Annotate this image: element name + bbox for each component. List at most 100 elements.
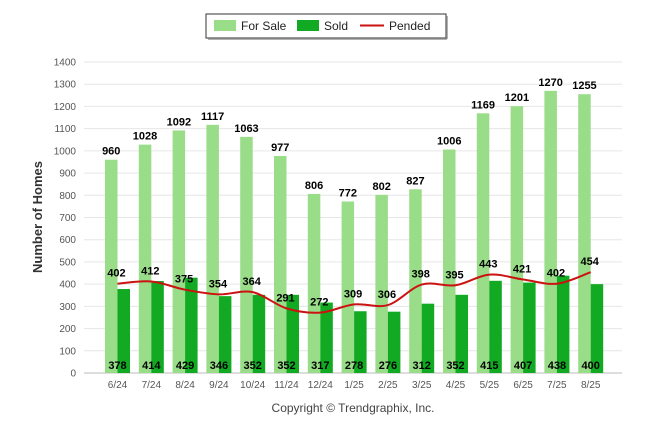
bar-for-sale <box>341 201 355 373</box>
label-pended: 395 <box>445 269 463 281</box>
label-pended: 364 <box>243 276 262 288</box>
pended-line <box>117 271 592 314</box>
x-tick-label: 11/24 <box>274 380 299 391</box>
x-tick-label: 1/25 <box>344 380 364 391</box>
bar-for-sale <box>138 144 152 373</box>
x-tick-label: 7/25 <box>547 380 567 391</box>
bar-sold <box>286 294 299 373</box>
bar-for-sale <box>443 149 456 373</box>
label-pended: 375 <box>175 274 193 286</box>
bar-sold <box>455 294 468 373</box>
bar-for-sale <box>240 136 253 373</box>
bar-for-sale <box>375 194 388 373</box>
label-sold: 352 <box>277 360 295 372</box>
label-sold: 346 <box>210 360 228 372</box>
label-sold: 312 <box>413 360 431 372</box>
y-tick-label: 400 <box>59 280 76 291</box>
label-sold: 378 <box>108 360 126 372</box>
label-pended: 402 <box>107 268 125 280</box>
y-tick-label: 200 <box>59 324 76 335</box>
label-for-sale: 960 <box>102 146 120 158</box>
label-pended: 454 <box>581 256 600 268</box>
label-pended: 272 <box>310 297 328 309</box>
label-pended: 354 <box>209 278 228 290</box>
x-tick-label: 3/25 <box>412 380 432 391</box>
y-tick-label: 100 <box>59 346 76 357</box>
y-tick-label: 1400 <box>54 58 77 69</box>
label-pended: 421 <box>513 263 531 275</box>
y-tick-label: 500 <box>59 257 76 268</box>
x-tick-label: 10/24 <box>240 380 265 391</box>
bar-for-sale <box>510 106 524 374</box>
bar-sold <box>421 303 435 373</box>
y-tick-label: 1000 <box>54 146 77 157</box>
y-tick-label: 1100 <box>54 124 76 135</box>
label-sold: 317 <box>311 360 329 372</box>
legend-label-for-sale: For Sale <box>241 19 287 33</box>
label-for-sale: 1169 <box>471 99 495 111</box>
label-for-sale: 1117 <box>201 111 224 123</box>
x-tick-label: 9/24 <box>209 380 229 391</box>
bar-sold <box>489 280 502 373</box>
x-tick-label: 5/25 <box>480 380 500 391</box>
label-sold: 415 <box>480 360 498 372</box>
bar-sold <box>117 289 130 373</box>
label-for-sale: 827 <box>406 175 424 187</box>
legend-label-sold: Sold <box>324 19 348 33</box>
label-pended: 412 <box>141 265 159 277</box>
y-tick-label: 1200 <box>54 102 77 113</box>
y-axis-title: Number of Homes <box>30 161 45 273</box>
label-sold: 429 <box>176 360 194 372</box>
legend-label-pended: Pended <box>389 19 430 33</box>
label-for-sale: 802 <box>372 181 390 193</box>
label-sold: 276 <box>379 360 397 372</box>
legend-swatch-for-sale <box>214 20 236 31</box>
bar-sold <box>320 302 333 373</box>
x-tick-label: 8/24 <box>175 380 195 391</box>
copyright-text: Copyright © Trendgraphix, Inc. <box>272 401 435 415</box>
x-tick-label: 6/25 <box>513 380 533 391</box>
y-tick-label: 700 <box>59 213 76 224</box>
label-sold: 414 <box>142 360 161 372</box>
bar-sold <box>556 275 570 373</box>
label-for-sale: 806 <box>305 180 323 192</box>
bar-for-sale <box>206 124 219 374</box>
label-sold: 407 <box>514 360 532 372</box>
bar-for-sale <box>307 193 321 373</box>
bar-sold <box>151 281 164 373</box>
y-tick-label: 1300 <box>54 80 77 91</box>
x-axis-ticks: 6/24 7/24 8/24 9/24 10/24 11/24 12/24 1/25 2/25 3… <box>108 380 601 391</box>
label-for-sale: 1201 <box>505 92 529 104</box>
label-sold: 400 <box>582 360 600 372</box>
bar-sold <box>523 282 536 373</box>
x-tick-label: 4/25 <box>446 380 466 391</box>
label-for-sale: 1028 <box>133 131 157 143</box>
label-pended: 309 <box>344 288 362 300</box>
x-tick-label: 8/25 <box>581 380 601 391</box>
label-for-sale: 1270 <box>538 77 562 89</box>
bar-sold <box>252 294 266 373</box>
bar-for-sale <box>544 90 557 373</box>
label-pended: 443 <box>479 259 497 271</box>
label-for-sale: 977 <box>271 142 289 154</box>
label-sold: 352 <box>446 360 464 372</box>
bar-sold <box>354 311 367 373</box>
label-pended: 402 <box>547 268 565 280</box>
y-tick-label: 600 <box>59 235 76 246</box>
x-tick-label: 7/24 <box>142 380 162 391</box>
bar-sold <box>218 296 232 373</box>
y-axis-ticks: 0 100 200 300 400 500 600 700 800 900 1000 1100 1200… <box>54 58 77 380</box>
bar-for-sale <box>105 159 118 373</box>
label-pended: 306 <box>378 289 396 301</box>
bar-sold <box>387 311 401 373</box>
y-tick-label: 0 <box>70 369 76 380</box>
label-for-sale: 772 <box>339 188 357 200</box>
legend-box <box>205 13 447 39</box>
label-for-sale: 1006 <box>437 136 461 148</box>
label-sold: 278 <box>345 360 363 372</box>
bar-sold <box>590 284 604 373</box>
x-tick-label: 2/25 <box>378 380 398 391</box>
x-tick-label: 12/24 <box>308 380 333 391</box>
y-tick-label: 900 <box>59 169 76 180</box>
bar-for-sale <box>578 94 591 373</box>
